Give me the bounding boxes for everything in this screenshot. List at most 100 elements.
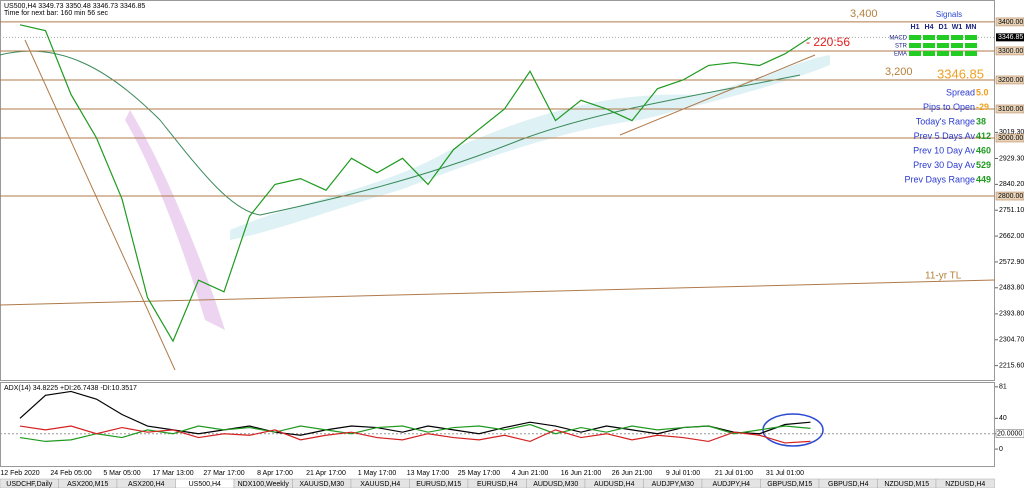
x-tick-label: 25 May 17:00	[458, 470, 501, 477]
level-box	[995, 133, 1024, 143]
y-tick-label: 2662.00	[999, 233, 1024, 240]
last-price-box	[996, 33, 1024, 42]
adx-frame	[0, 382, 995, 467]
tab-label[interactable]: GBPUSD,M15	[767, 481, 812, 488]
annotation: 11-yr TL	[925, 271, 962, 282]
stat-value: 449	[976, 174, 991, 184]
stat-label: Prev 30 Day Av	[913, 160, 975, 170]
x-tick-label: 5 Mar 05:00	[103, 470, 140, 477]
y-tick-label: 81	[999, 384, 1007, 391]
timeframe-label: MN	[966, 24, 977, 31]
tab-label[interactable]: EURUSD,M15	[416, 481, 461, 488]
signal-cell	[909, 35, 921, 40]
tab[interactable]	[935, 478, 995, 488]
signal-cell	[923, 43, 935, 48]
level-label: 3400.00	[998, 19, 1023, 26]
annotation: 3,400	[850, 8, 878, 20]
level-box	[995, 104, 1024, 114]
tab-label[interactable]: NZDUSD,H4	[945, 481, 985, 488]
tab-label[interactable]: AUDUSD,M30	[533, 481, 578, 488]
x-tick-label: 26 Jun 21:00	[612, 470, 653, 477]
x-tick-label: 24 Feb 05:00	[50, 470, 91, 477]
tab-label[interactable]: NDX100,Weekly	[238, 481, 290, 488]
x-tick-label: 8 Apr 17:00	[257, 470, 293, 477]
level-box	[995, 46, 1024, 56]
stat-label: Prev 5 Days Av	[914, 131, 976, 141]
tab-label[interactable]: XAUUSD,H4	[360, 481, 400, 488]
tab-label[interactable]: AUDJPY,M30	[652, 481, 694, 488]
last-price-label: 3346.85	[998, 34, 1023, 41]
price-frame	[0, 0, 995, 381]
tab-label[interactable]: ASX200,H4	[128, 481, 165, 488]
stat-value: 529	[976, 160, 991, 170]
y-tick-label: 2929.30	[999, 155, 1024, 162]
signal-cell	[923, 51, 935, 56]
y-tick-label: 2393.80	[999, 311, 1024, 318]
x-tick-label: 13 May 17:00	[407, 470, 450, 477]
tab-label[interactable]: AUDUSD,H4	[594, 481, 635, 488]
x-tick-label: 12 Feb 2020	[0, 470, 39, 477]
timeframe-label: H4	[925, 24, 934, 31]
timeframe-label: W1	[952, 24, 963, 31]
trend-line	[0, 279, 996, 306]
tab-label[interactable]: AUDJPY,H4	[712, 481, 750, 488]
level-label: 2800.00	[998, 193, 1023, 200]
level-box	[995, 17, 1024, 27]
tab-label[interactable]: ASX200,M15	[67, 481, 108, 488]
y-tick-label: 2215.60	[999, 362, 1024, 369]
x-tick-label: 27 Mar 17:00	[203, 470, 244, 477]
signal-cell	[937, 51, 949, 56]
x-tick-label: 21 Apr 17:00	[306, 470, 346, 477]
x-tick-label: 21 Jul 01:00	[715, 470, 753, 477]
signal-cell	[951, 51, 963, 56]
tab-label[interactable]: GBPUSD,H4	[828, 481, 869, 488]
signal-cell	[951, 35, 963, 40]
ichimoku-cloud	[230, 55, 830, 240]
stat-value: 460	[976, 145, 991, 155]
stat-value: 412	[976, 131, 991, 141]
indicator-label: EMA	[894, 52, 907, 58]
tab-label[interactable]: EURUSD,H4	[477, 481, 518, 488]
indicator-label: STR	[895, 44, 908, 50]
tab-label[interactable]: USDCHF,Daily	[6, 481, 52, 488]
timeframe-label: D1	[939, 24, 948, 31]
tab-label[interactable]: NZDUSD,M15	[884, 481, 929, 488]
trend-line	[24, 39, 176, 371]
annotation: 3,200	[885, 66, 913, 78]
ichimoku-cloud	[125, 110, 225, 330]
signals-title: Signals	[936, 10, 962, 19]
indicator-label: MACD	[889, 36, 907, 42]
symbol-line: US500,H4 3349.73 3350.48 3346.73 3346.85	[4, 3, 145, 10]
y-tick-label: 2751.10	[999, 207, 1024, 214]
level-box	[995, 191, 1024, 201]
bar-timer: Time for next bar: 160 min 56 sec	[4, 10, 109, 17]
level-label: 3100.00	[998, 106, 1023, 113]
signal-cell	[923, 35, 935, 40]
tab-label[interactable]: US500,H4	[189, 481, 221, 488]
highlight-ellipse	[762, 413, 824, 447]
adx-title: ADX(14) 34.8225 +DI:26.7438 -DI:10.3517	[4, 385, 137, 392]
moving-average	[0, 50, 801, 216]
stat-label: Pips to Open	[923, 102, 975, 112]
level-box	[995, 75, 1024, 85]
y-tick-label: 2483.80	[999, 285, 1024, 292]
level-label: 20.0000	[997, 431, 1022, 438]
x-tick-label: 31 Jul 01:00	[766, 470, 804, 477]
timeframe-label: H1	[911, 24, 920, 31]
stat-label: Prev Days Range	[904, 174, 975, 184]
x-tick-label: 9 Jul 01:00	[666, 470, 700, 477]
signal-cell	[965, 51, 977, 56]
annotation: - 220:56	[806, 35, 850, 49]
tab-label[interactable]: XAUUSD,M30	[299, 481, 344, 488]
signal-cell	[965, 43, 977, 48]
y-tick-label: 3019.30	[999, 129, 1024, 136]
stat-label: Prev 10 Day Av	[913, 145, 975, 155]
signal-cell	[937, 43, 949, 48]
signal-cell	[909, 51, 921, 56]
price-line	[19, 425, 811, 444]
y-tick-label: 2572.90	[999, 259, 1024, 266]
level-label: 3300.00	[998, 48, 1023, 55]
signal-cell	[909, 43, 921, 48]
